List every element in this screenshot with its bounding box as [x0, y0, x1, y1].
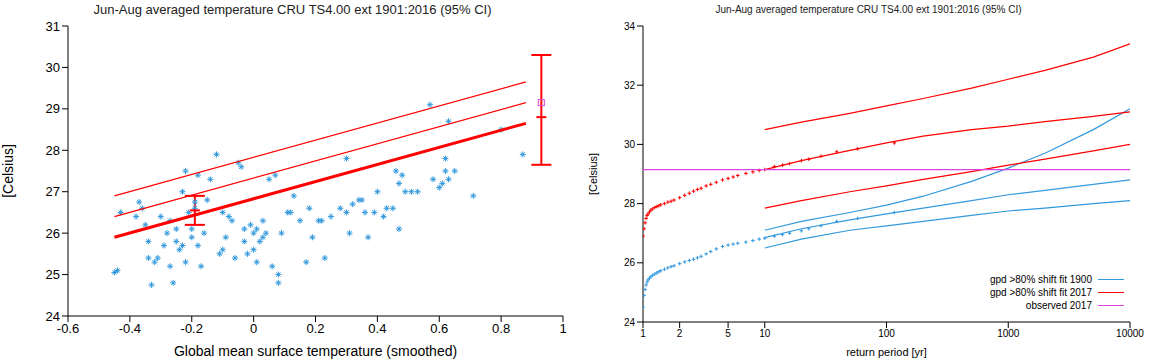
- svg-text:0.6: 0.6: [430, 321, 448, 336]
- html-text:gpd >80% shift fit 1900: gpd >80% shift fit 1900: [990, 274, 1092, 285]
- svg-text:28: 28: [46, 143, 60, 158]
- svg-text:29: 29: [46, 101, 60, 116]
- svg-text:25: 25: [46, 267, 60, 282]
- svg-text:10: 10: [759, 328, 771, 339]
- svg-text:27: 27: [46, 184, 60, 199]
- svg-text:26: 26: [624, 257, 636, 268]
- svg-text:Global mean surface temperatur: Global mean surface temperature (smoothe…: [174, 343, 457, 359]
- html-text:gpd >80% shift fit 2017: gpd >80% shift fit 2017: [990, 287, 1092, 298]
- html-text:Jun-Aug averaged temperature C: Jun-Aug averaged temperature CRU TS4.00 …: [715, 4, 1022, 15]
- svg-text:-0.2: -0.2: [181, 321, 203, 336]
- svg-text:1: 1: [559, 321, 566, 336]
- svg-text:100: 100: [878, 328, 895, 339]
- svg-text:5: 5: [725, 328, 731, 339]
- svg-text:1: 1: [640, 328, 646, 339]
- svg-text:0: 0: [250, 321, 257, 336]
- svg-text:10000: 10000: [1116, 328, 1144, 339]
- svg-text:-0.4: -0.4: [119, 321, 141, 336]
- svg-text:return period [yr]: return period [yr]: [846, 346, 927, 358]
- svg-text:30: 30: [46, 60, 60, 75]
- html-text:observed 2017: observed 2017: [1025, 300, 1092, 311]
- svg-text:30: 30: [624, 139, 636, 150]
- svg-text:1000: 1000: [997, 328, 1020, 339]
- svg-text:0.8: 0.8: [492, 321, 510, 336]
- svg-text:2: 2: [677, 328, 683, 339]
- svg-text:[Celsius]: [Celsius]: [8, 144, 16, 198]
- svg-text:24: 24: [46, 309, 60, 324]
- svg-text:26: 26: [46, 226, 60, 241]
- svg-text:0.4: 0.4: [368, 321, 386, 336]
- svg-text:[Celsius]: [Celsius]: [587, 153, 599, 195]
- html-text:Jun-Aug averaged temperature C: Jun-Aug averaged temperature CRU TS4.00 …: [93, 2, 492, 17]
- svg-text:24: 24: [624, 317, 636, 328]
- svg-text:31: 31: [46, 20, 60, 34]
- svg-text:28: 28: [624, 198, 636, 209]
- svg-text:0.2: 0.2: [306, 321, 324, 336]
- svg-text:-0.6: -0.6: [57, 321, 79, 336]
- svg-text:34: 34: [624, 21, 636, 32]
- svg-text:32: 32: [624, 80, 636, 91]
